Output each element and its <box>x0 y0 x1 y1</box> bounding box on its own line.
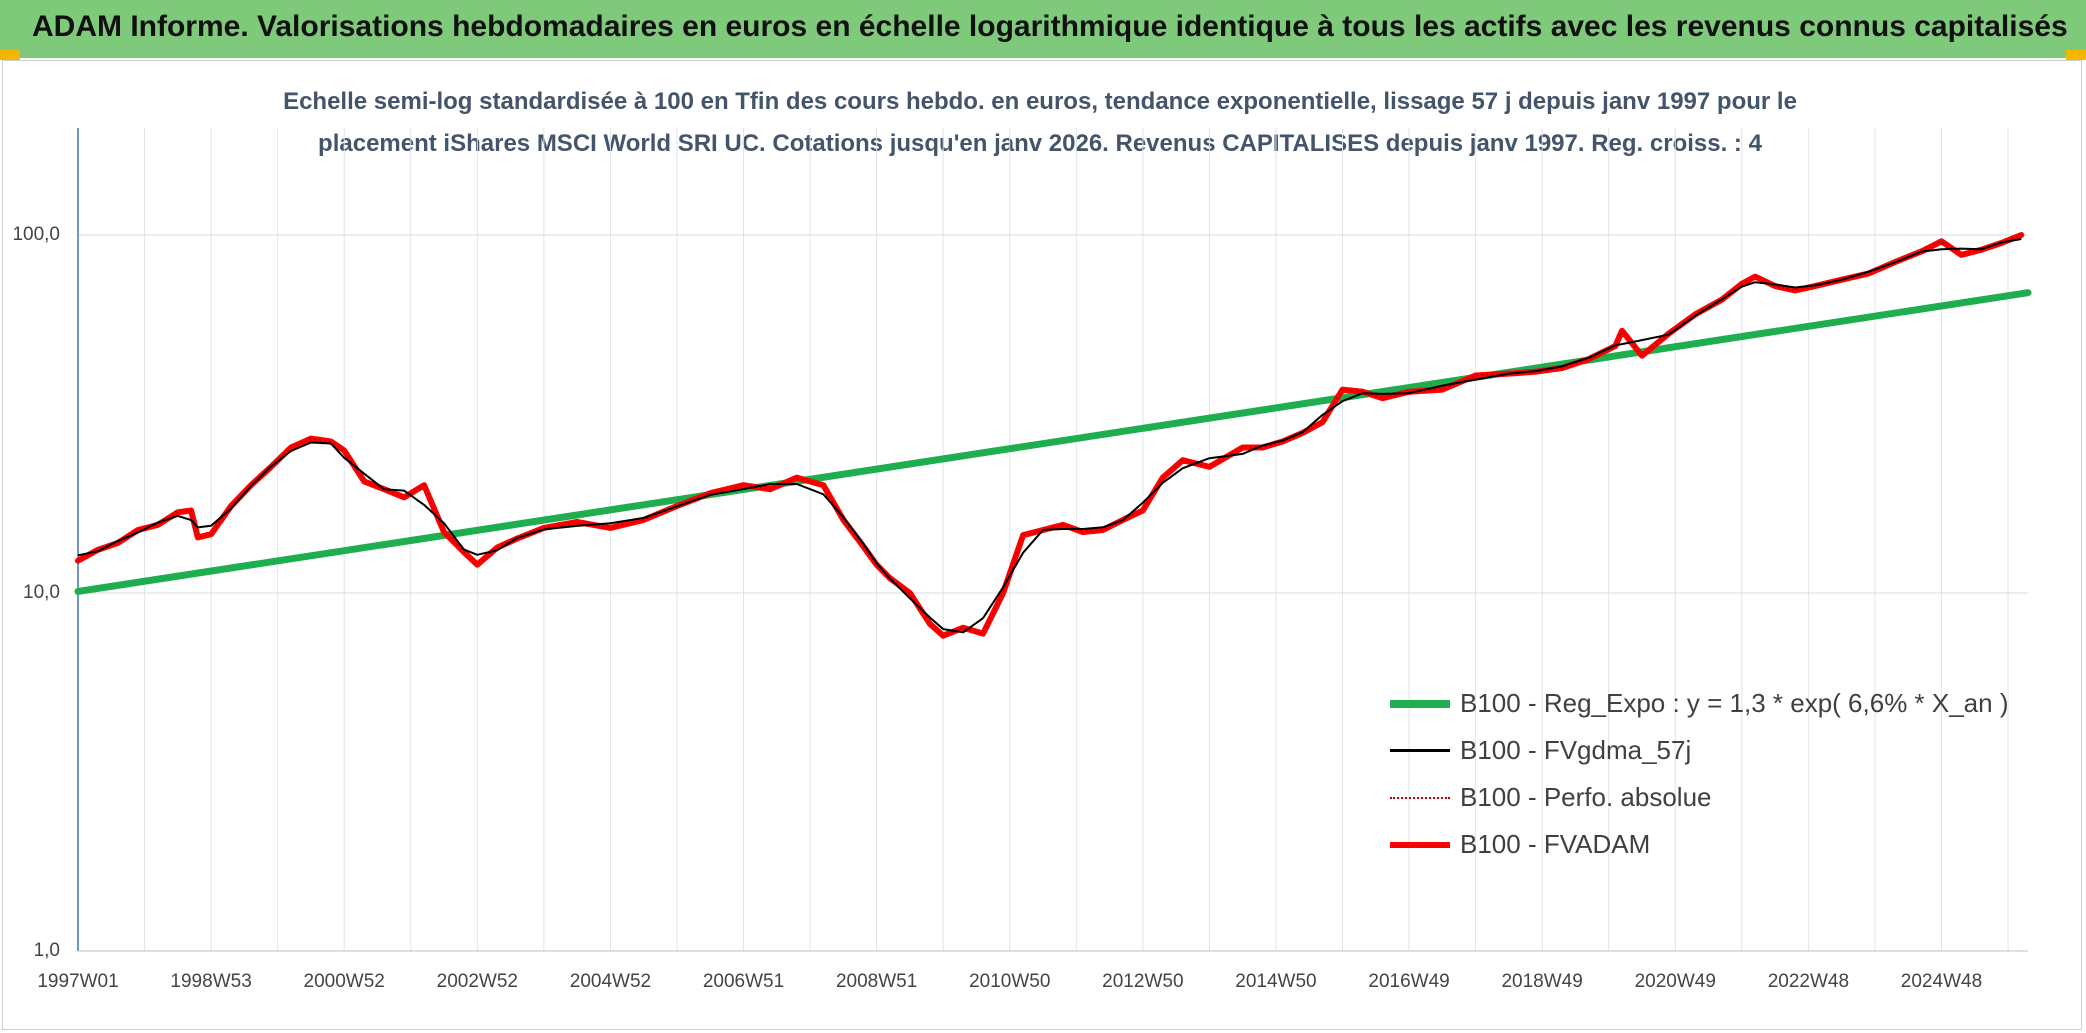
x-tick-label: 1998W53 <box>170 971 252 992</box>
x-tick-label: 2008W51 <box>835 971 918 992</box>
y-tick-label: 1,0 <box>33 940 60 961</box>
banner-title: ADAM Informe. Valorisations hebdomadaire… <box>32 10 2068 43</box>
legend-label-fvadam: B100 - FVADAM <box>1460 829 1651 859</box>
x-tick-label: 2006W51 <box>702 971 785 992</box>
legend-swatch-trend <box>1390 699 1450 708</box>
legend-label-perfo: B100 - Perfo. absolue <box>1460 782 1712 812</box>
legend-label-smooth: B100 - FVgdma_57j <box>1460 735 1692 765</box>
x-tick-label: 2004W52 <box>569 971 652 992</box>
legend-item-fvadam: B100 - FVADAM <box>1390 821 2009 868</box>
corner-marker-left <box>0 50 20 60</box>
x-tick-label: 2002W52 <box>436 971 518 992</box>
chart-title-line-1: Echelle semi-log standardisée à 100 en T… <box>283 88 1797 115</box>
legend-swatch-perfo <box>1390 796 1450 799</box>
x-tick-label: 2016W49 <box>1368 971 1450 992</box>
series-trend-line <box>74 289 2032 595</box>
x-tick-label: 2012W50 <box>1102 971 1184 992</box>
series-perfo-absolue-line <box>77 234 2022 637</box>
x-tick-label: 2014W50 <box>1235 971 1317 992</box>
legend-item-smooth: B100 - FVgdma_57j <box>1390 727 2009 774</box>
chart-legend: B100 - Reg_Expo : y = 1,3 * exp( 6,6% * … <box>1390 680 2009 868</box>
x-tick-label: 2024W48 <box>1900 971 1983 992</box>
legend-item-trend: B100 - Reg_Expo : y = 1,3 * exp( 6,6% * … <box>1390 680 2009 727</box>
chart-frame <box>2 60 2082 1030</box>
x-tick-label: 2010W50 <box>969 971 1051 992</box>
title-banner: ADAM Informe. Valorisations hebdomadaire… <box>0 0 2086 58</box>
legend-label-trend: B100 - Reg_Expo : y = 1,3 * exp( 6,6% * … <box>1460 688 2009 718</box>
y-tick-label: 100,0 <box>12 224 60 245</box>
x-tick-label: 2020W49 <box>1634 971 1716 992</box>
legend-item-perfo: B100 - Perfo. absolue <box>1390 774 2009 821</box>
x-tick-label: 2018W49 <box>1501 971 1583 992</box>
x-tick-label: 2000W52 <box>303 971 385 992</box>
legend-swatch-smooth <box>1390 749 1450 752</box>
y-tick-label: 10,0 <box>23 582 60 603</box>
series-fvgdma-line <box>77 238 2022 634</box>
x-tick-label: 2022W48 <box>1767 971 1850 992</box>
x-tick-label: 1997W01 <box>37 971 119 992</box>
chart-title-line-2: placement iShares MSCI World SRI UC. Cot… <box>318 130 1762 157</box>
corner-marker-right <box>2066 50 2086 60</box>
legend-swatch-fvadam <box>1390 841 1450 848</box>
